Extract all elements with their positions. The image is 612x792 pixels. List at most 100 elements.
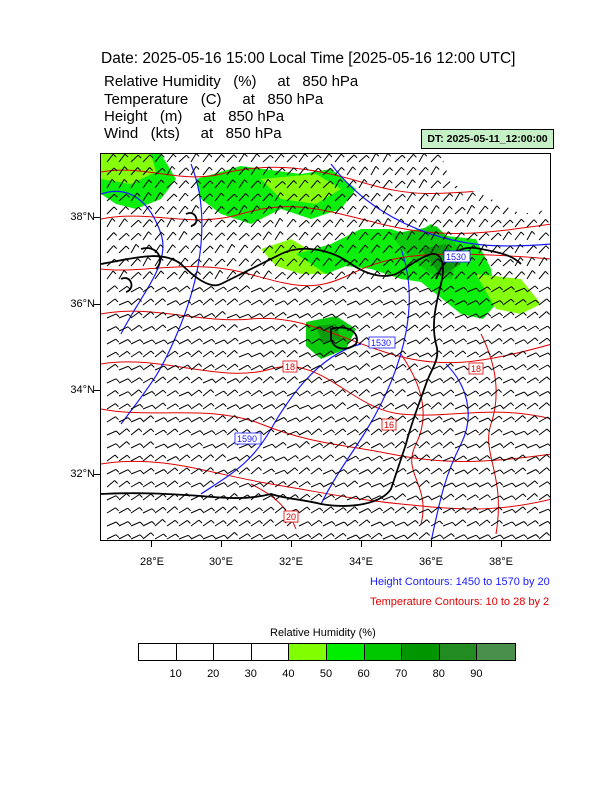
wind-barb xyxy=(346,313,357,319)
wind-barb-flag xyxy=(367,469,372,473)
wind-barb-flag xyxy=(522,467,527,472)
wind-barb xyxy=(514,493,524,501)
wind-barb xyxy=(322,257,330,267)
wind-barb xyxy=(490,376,500,384)
wind-barb xyxy=(526,311,536,319)
wind-barb xyxy=(370,192,378,202)
wind-barb-flag xyxy=(257,245,262,249)
wind-barb xyxy=(526,245,534,254)
wind-barb xyxy=(130,521,141,527)
wind-barb xyxy=(166,428,176,436)
wind-barb-flag xyxy=(475,482,480,487)
wind-barb-flag xyxy=(377,232,382,237)
wind-barb-flag xyxy=(522,350,527,355)
wind-barb xyxy=(214,364,224,371)
wind-barb xyxy=(466,467,476,475)
wind-barb-flag xyxy=(175,300,180,304)
wind-barb-flag xyxy=(126,285,131,290)
wind-barb xyxy=(286,443,297,449)
wind-barb-flag xyxy=(198,519,203,524)
wind-barb xyxy=(382,456,393,462)
wind-barb-flag xyxy=(317,245,321,249)
wind-barb-flag xyxy=(389,167,394,171)
wind-barb-flag xyxy=(127,378,132,383)
wind-barb-flag xyxy=(256,154,261,158)
wind-barb-flag xyxy=(125,245,130,250)
wind-barb-flag xyxy=(365,193,370,198)
wind-barb xyxy=(442,417,453,423)
wind-barb xyxy=(202,454,212,462)
wind-barb-flag xyxy=(535,520,539,524)
wind-barb-flag xyxy=(414,416,419,420)
wind-barb-flag xyxy=(293,193,298,198)
wind-barb-flag xyxy=(511,352,516,357)
wind-barb-flag xyxy=(487,339,492,344)
wind-barb xyxy=(394,257,402,267)
wind-barb-flag xyxy=(499,364,504,369)
wind-barb-flag xyxy=(388,231,393,236)
wind-barb-flag xyxy=(402,193,406,198)
wind-barb xyxy=(406,378,417,384)
wind-barb-flag xyxy=(135,243,140,248)
wind-barb-flag xyxy=(511,482,516,487)
wind-barb-flag xyxy=(510,441,515,446)
wind-barb xyxy=(310,365,321,371)
wind-barb-flag xyxy=(114,258,118,263)
wind-barb-flag xyxy=(437,180,442,185)
wind-barb xyxy=(190,193,199,202)
wind-barb-flag xyxy=(268,205,273,210)
wind-barb-flag xyxy=(114,285,119,290)
wind-barb xyxy=(142,285,152,293)
wind-barb-flag xyxy=(259,287,264,292)
wind-barb-flag xyxy=(233,154,238,159)
wind-barb xyxy=(250,507,260,514)
wind-barb-flag xyxy=(390,402,395,407)
wind-barb xyxy=(358,519,368,527)
wind-barb xyxy=(370,179,378,189)
wind-barb xyxy=(298,493,308,501)
wind-barb xyxy=(478,232,487,241)
wind-barb-flag xyxy=(208,166,213,171)
lat-label-34n: 34°N xyxy=(70,384,95,396)
wind-barb xyxy=(202,493,212,501)
wind-barb-flag xyxy=(439,495,444,500)
wind-barb xyxy=(226,193,235,202)
wind-barb xyxy=(106,495,117,501)
wind-barb xyxy=(322,339,333,345)
wind-barb xyxy=(118,365,129,371)
wind-barb-flag xyxy=(307,299,311,303)
wind-barb xyxy=(490,456,501,462)
wind-barb-flag xyxy=(138,311,143,316)
wind-barb-flag xyxy=(315,204,320,209)
wind-barb xyxy=(298,404,309,410)
wind-barb xyxy=(214,442,225,449)
wind-barb-flag xyxy=(306,285,311,290)
wind-barb xyxy=(238,339,249,345)
wind-barb-flag xyxy=(352,270,357,275)
wind-barb-flag xyxy=(318,376,323,381)
wind-barb xyxy=(502,430,513,436)
wind-barb-flag xyxy=(535,325,539,330)
wind-barb-flag xyxy=(510,259,514,263)
wind-barb xyxy=(130,167,138,176)
wind-barb-flag xyxy=(115,416,119,421)
wind-barb-flag xyxy=(139,534,144,539)
wind-barb xyxy=(430,495,441,501)
wind-barb xyxy=(226,313,237,319)
wind-barb xyxy=(538,443,549,449)
wind-barb xyxy=(538,376,548,384)
wind-barb xyxy=(394,482,405,488)
wind-barb-flag xyxy=(295,430,300,435)
wind-barb xyxy=(454,338,464,345)
wind-barb xyxy=(118,403,128,410)
wind-barb-flag xyxy=(414,402,418,406)
wind-barb xyxy=(538,270,546,280)
wind-barb-flag xyxy=(186,285,191,290)
wind-barb-flag xyxy=(411,230,416,235)
wind-barb xyxy=(382,481,393,488)
wind-barb-flag xyxy=(486,519,491,524)
wind-barb-flag xyxy=(198,454,203,459)
wind-barb xyxy=(262,350,272,358)
wind-barb-flag xyxy=(547,520,550,525)
wind-barb xyxy=(142,467,152,475)
